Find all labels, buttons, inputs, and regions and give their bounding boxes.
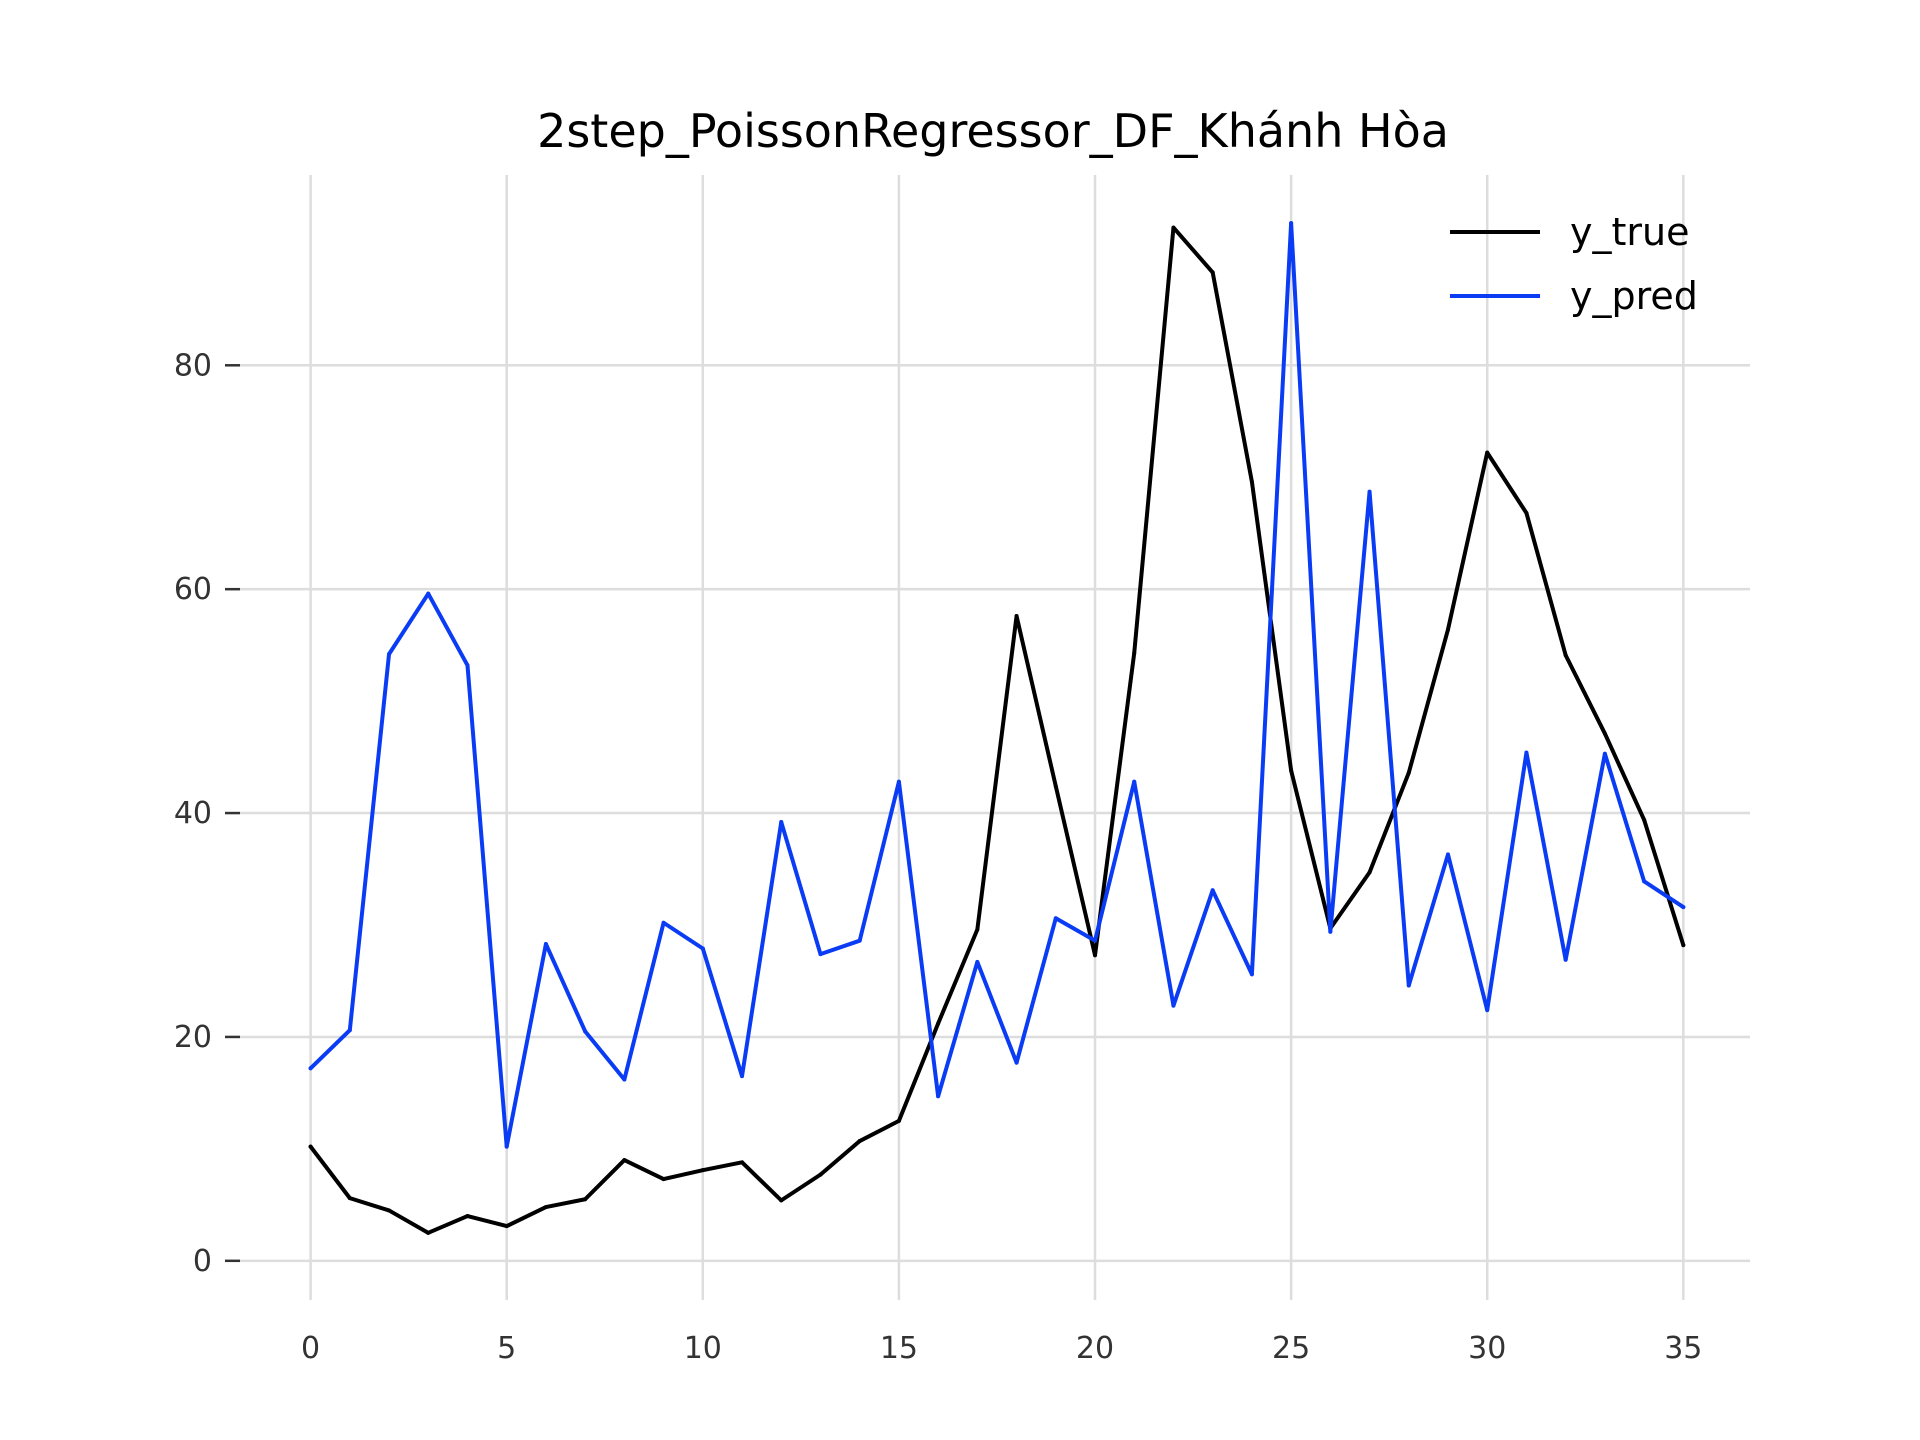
data-point-y-pred [583,1029,588,1034]
data-point-y-true [1053,784,1058,789]
data-point-y-true [700,1168,705,1173]
data-point-y-pred [1289,221,1294,226]
data-point-y-true [661,1177,666,1182]
data-point-y-true [1014,614,1019,619]
data-point-y-true [1524,511,1529,516]
data-point-y-pred [1681,905,1686,910]
y-tick-label: 80 [174,348,212,383]
data-point-y-true [543,1205,548,1210]
data-point-y-true [779,1198,784,1203]
series-line-y-pred [308,221,1686,1149]
data-point-y-true [896,1118,901,1123]
data-point-y-pred [387,652,392,657]
grid [240,175,1750,1300]
data-point-y-true [1132,650,1137,655]
data-point-y-true [1446,627,1450,632]
data-point-y-pred [1328,929,1333,934]
data-point-y-pred [740,1074,745,1079]
axis-ticks: 0 5 10 15 20 25 30 35 0 20 40 60 80 [174,348,1703,1366]
data-point-y-true [936,1021,941,1026]
x-tick-label: 20 [1076,1331,1114,1366]
data-point-y-true [387,1208,392,1213]
data-point-y-pred [700,946,705,951]
data-point-y-true [740,1160,745,1165]
data-point-y-pred [1446,852,1450,857]
data-point-y-true [1485,450,1490,455]
legend-label: y_true [1570,210,1689,254]
data-point-y-true [1406,770,1411,775]
data-point-y-pred [1563,957,1568,962]
data-point-y-pred [1053,916,1058,921]
legend-label: y_pred [1570,274,1698,318]
x-tick-label: 15 [880,1331,918,1366]
data-point-y-pred [936,1094,941,1099]
data-point-y-true [1563,653,1568,658]
data-point-y-true [975,927,980,932]
data-point-y-pred [1602,751,1607,756]
x-tick-label: 5 [497,1331,516,1366]
legend: y_true y_pred [1450,210,1698,318]
data-point-y-true [1367,870,1372,875]
x-tick-label: 30 [1468,1331,1506,1366]
data-point-y-pred [465,663,470,668]
data-point-y-pred [975,959,980,964]
data-point-y-pred [818,952,823,957]
data-point-y-true [308,1144,313,1149]
data-point-y-pred [1249,972,1254,977]
data-point-y-pred [504,1144,509,1149]
x-tick-label: 25 [1272,1331,1310,1366]
data-point-y-pred [779,820,784,825]
data-point-y-true [857,1139,862,1144]
data-point-y-true [465,1214,470,1219]
data-point-y-pred [1132,779,1137,784]
data-point-y-true [622,1158,627,1163]
data-point-y-true [1093,953,1098,958]
data-point-y-true [1249,479,1254,484]
x-tick-label: 0 [301,1331,320,1366]
data-point-y-pred [1485,1008,1490,1013]
y-tick-label: 40 [174,796,212,831]
data-point-y-pred [661,920,666,925]
data-point-y-true [426,1230,431,1235]
data-point-y-true [1602,731,1607,736]
data-point-y-pred [622,1077,627,1082]
x-tick-label: 10 [684,1331,722,1366]
series-line-y-true [308,225,1686,1235]
data-point-y-true [1289,768,1294,773]
data-point-y-pred [1367,489,1372,494]
y-tick-label: 0 [193,1244,212,1279]
data-point-y-true [504,1224,509,1229]
data-point-y-pred [1171,1003,1176,1008]
data-point-y-true [347,1196,352,1201]
data-point-y-pred [1406,983,1411,988]
x-tick-label: 35 [1664,1331,1702,1366]
data-point-y-pred [543,942,548,947]
y-tick-label: 20 [174,1020,212,1055]
data-point-y-true [1642,817,1647,822]
chart-title: 2step_PoissonRegressor_DF_Khánh Hòa [537,104,1449,158]
data-point-y-pred [1642,879,1647,884]
data-point-y-true [1681,943,1686,948]
data-point-y-true [1171,225,1176,230]
data-point-y-pred [1093,938,1098,943]
data-point-y-pred [347,1028,352,1033]
y-tick-label: 60 [174,572,212,607]
data-point-y-pred [1014,1060,1019,1065]
data-point-y-pred [426,591,431,596]
data-point-y-true [583,1197,588,1202]
data-point-y-pred [308,1066,313,1071]
series-group [308,221,1686,1235]
data-point-y-pred [1210,888,1215,893]
data-point-y-pred [857,938,862,943]
data-point-y-true [818,1172,823,1177]
data-point-y-true [1210,270,1215,275]
data-point-y-pred [896,779,901,784]
data-point-y-pred [1524,750,1529,755]
